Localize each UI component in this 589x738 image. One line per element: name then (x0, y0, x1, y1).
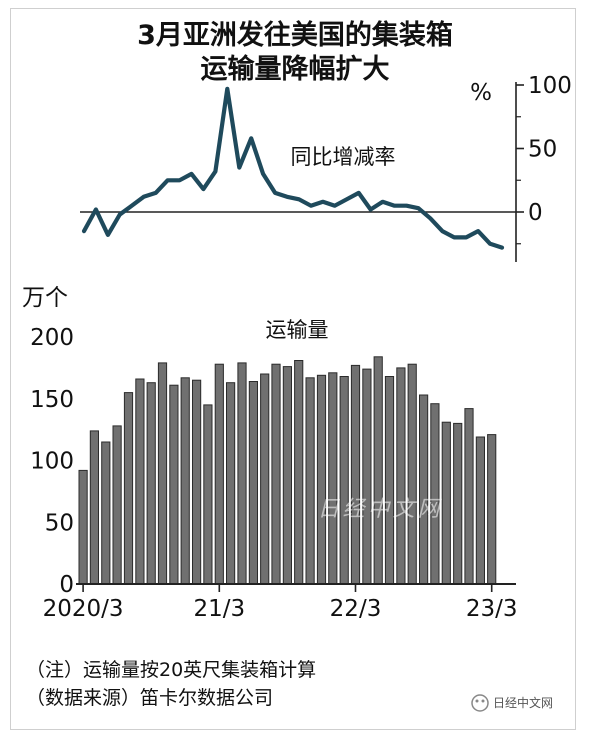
line-series-label: 同比增减率 (291, 145, 396, 169)
bar (123, 392, 134, 585)
bar (260, 373, 270, 585)
line-y-tick-label: 0 (528, 200, 543, 226)
bar (475, 436, 485, 585)
bar (135, 378, 145, 585)
logo-icon (471, 694, 489, 712)
chart-title-line-1: 3月亚洲发往美国的集装箱 (137, 19, 453, 51)
bar-chart: 万个 0 50 100 150 200 2020/3 21/3 22/3 23/3 运输量 日… (22, 285, 518, 622)
bar (453, 422, 463, 585)
note-line-2: （数据来源）笛卡尔数据公司 (26, 687, 273, 709)
nikkei-logo: 日经中文网 (471, 694, 553, 712)
bar (316, 374, 327, 585)
bar-y-tick-label: 0 (59, 572, 74, 598)
bar (248, 381, 259, 585)
x-tick-label: 22/3 (330, 596, 382, 622)
logo-text: 日经中文网 (493, 695, 553, 710)
note-line-1: （注）运输量按20英尺集装箱计算 (26, 659, 316, 681)
bar (226, 382, 236, 585)
line-y-tick-label: 50 (528, 137, 557, 163)
bar (464, 408, 474, 585)
bar (305, 377, 315, 585)
bar (282, 366, 292, 585)
bar (192, 379, 202, 585)
bar-y-tick-label: 200 (30, 325, 74, 351)
bar (237, 362, 247, 585)
watermark-text: 日经中文网 (317, 497, 442, 522)
figure-frame (10, 8, 576, 730)
x-tick-label: 23/3 (466, 596, 518, 622)
bar (180, 377, 190, 585)
bar-y-tick-label: 50 (45, 510, 74, 536)
line-y-tick-label: 100 (528, 73, 572, 99)
bar (169, 384, 179, 585)
bar (101, 441, 111, 585)
bar (430, 403, 440, 585)
bar (214, 363, 224, 585)
bar (294, 360, 304, 585)
bar-series-label: 运输量 (266, 318, 329, 342)
bar (362, 368, 372, 585)
bar (407, 363, 417, 585)
bar (112, 425, 122, 585)
bar-y-unit: 万个 (22, 285, 68, 311)
bar (384, 376, 395, 585)
bar (441, 421, 451, 585)
bar-y-tick-label: 100 (30, 449, 74, 475)
bar (78, 469, 88, 585)
bar (203, 404, 213, 585)
line-y-unit: % (470, 80, 492, 106)
yoy-change-line (81, 86, 505, 250)
x-tick-label: 2020/3 (43, 596, 124, 622)
bar (350, 364, 361, 585)
bar (146, 382, 156, 585)
chart-title-line-2: 运输量降幅扩大 (201, 53, 390, 85)
bar (157, 362, 168, 585)
bar (271, 363, 281, 585)
bar (419, 394, 429, 585)
x-tick-label: 21/3 (193, 596, 245, 622)
bar (487, 434, 497, 585)
bar-y-tick-label: 150 (30, 387, 74, 413)
bar (89, 430, 100, 585)
bar (396, 367, 406, 585)
bar (373, 356, 383, 585)
line-chart: 0 50 100 % 同比增减率 (80, 73, 572, 262)
bar (328, 372, 338, 585)
bar (339, 376, 349, 585)
